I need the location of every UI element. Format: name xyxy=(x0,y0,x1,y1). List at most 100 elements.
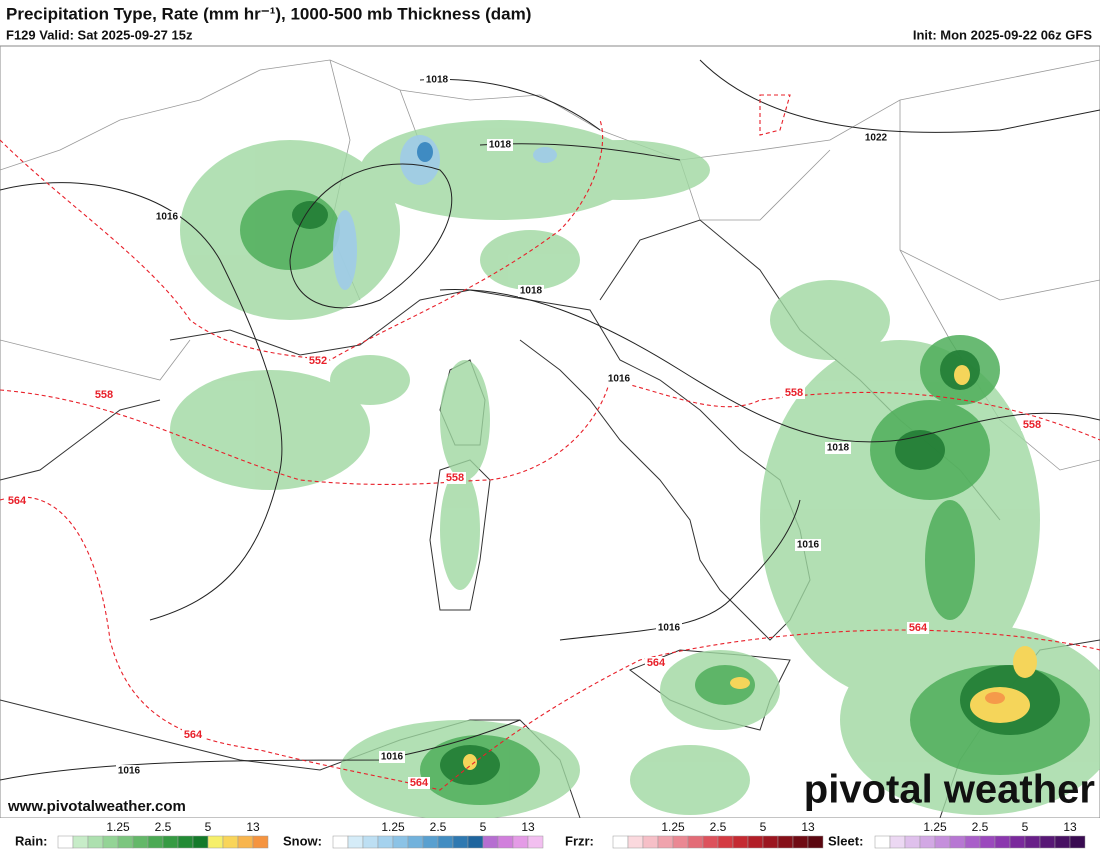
isobars xyxy=(0,59,1100,781)
legend-swatch xyxy=(377,835,394,849)
legend-tick: 2.5 xyxy=(430,820,447,834)
watermark: pivotal weather xyxy=(804,768,1095,812)
pressure-label: 1022 xyxy=(865,133,888,144)
label-halo xyxy=(444,472,466,484)
legend-swatch xyxy=(672,835,689,849)
legend-swatch xyxy=(777,835,794,849)
thickness-label: 558 xyxy=(785,387,803,399)
legend-swatch xyxy=(747,835,764,849)
legend-swatch xyxy=(717,835,734,849)
legend-swatch xyxy=(792,835,809,849)
title: Precipitation Type, Rate (mm hr⁻¹), 1000… xyxy=(6,4,531,23)
legend-swatch xyxy=(1054,835,1071,849)
thickness-label: 558 xyxy=(446,472,464,484)
label-halo xyxy=(424,74,450,86)
legend-swatch xyxy=(657,835,674,849)
legend-swatch xyxy=(762,835,779,849)
pressure-label: 1016 xyxy=(658,623,681,634)
label-halo xyxy=(863,132,889,144)
legend-label: Rain: xyxy=(15,833,48,848)
legend-swatch xyxy=(874,835,891,849)
legend-swatch xyxy=(732,835,749,849)
legend-swatch xyxy=(362,835,379,849)
legend-swatch xyxy=(422,835,439,849)
pressure-label: 1018 xyxy=(489,140,512,151)
legend-tick: 5 xyxy=(205,820,212,834)
legend-swatch xyxy=(392,835,409,849)
precipitation xyxy=(170,120,1100,820)
pressure-label: 1016 xyxy=(608,374,631,385)
label-halo xyxy=(656,622,682,634)
pressure-label: 1018 xyxy=(827,443,850,454)
thickness-lines xyxy=(0,94,1100,791)
pressure-label: 1016 xyxy=(381,752,404,763)
label-halo xyxy=(116,765,142,777)
legend-swatch xyxy=(482,835,499,849)
site-url: www.pivotalweather.com xyxy=(7,798,186,815)
legend-tick: 13 xyxy=(1063,820,1077,834)
legend-swatch xyxy=(332,835,349,849)
label-halo xyxy=(825,442,851,454)
legend-swatch xyxy=(237,835,254,849)
label-halo xyxy=(154,211,180,223)
legend-tick: 13 xyxy=(521,820,535,834)
legend-swatch xyxy=(994,835,1011,849)
label-halo xyxy=(93,389,115,401)
pressure-label: 1018 xyxy=(520,286,543,297)
legend-swatch xyxy=(949,835,966,849)
legend-tick: 13 xyxy=(801,820,815,834)
label-halo xyxy=(408,777,430,789)
legend-label: Snow: xyxy=(283,833,322,848)
valid-time: F129 Valid: Sat 2025-09-27 15z xyxy=(6,27,193,42)
legend-swatch xyxy=(407,835,424,849)
thickness-label: 564 xyxy=(184,729,203,741)
thickness-label: 564 xyxy=(8,495,27,507)
legend-swatch xyxy=(117,835,134,849)
legend-swatch xyxy=(1024,835,1041,849)
label-halo xyxy=(783,387,805,399)
legend-swatch xyxy=(904,835,921,849)
legend-swatch xyxy=(979,835,996,849)
label-halo xyxy=(487,139,513,151)
legend-tick: 1.25 xyxy=(106,820,130,834)
legend-tick: 2.5 xyxy=(710,820,727,834)
legend-swatch xyxy=(1069,835,1086,849)
legend-swatch xyxy=(162,835,179,849)
legend-swatch xyxy=(147,835,164,849)
thickness-label: 558 xyxy=(95,389,113,401)
legend-swatch xyxy=(222,835,239,849)
label-halo xyxy=(518,285,544,297)
legend-tick: 5 xyxy=(760,820,767,834)
legend-swatch xyxy=(72,835,89,849)
pressure-label: 1016 xyxy=(797,540,820,551)
legend-swatch xyxy=(889,835,906,849)
legend-swatch xyxy=(527,835,544,849)
thickness-label: 552 xyxy=(309,355,327,367)
legend-swatch xyxy=(807,835,824,849)
label-halo xyxy=(645,657,667,669)
thickness-label: 564 xyxy=(909,622,928,634)
label-halo xyxy=(182,729,204,741)
legend-swatch xyxy=(964,835,981,849)
legend-tick: 1.25 xyxy=(923,820,947,834)
thickness-label: 564 xyxy=(410,777,429,789)
legend-swatch xyxy=(207,835,224,849)
legend-swatch xyxy=(497,835,514,849)
pressure-label: 1018 xyxy=(426,75,449,86)
pressure-label: 1016 xyxy=(156,212,179,223)
legend-swatch xyxy=(512,835,529,849)
legend-swatch xyxy=(1009,835,1026,849)
legend-swatch xyxy=(87,835,104,849)
thickness-label: 564 xyxy=(647,657,666,669)
label-halo xyxy=(606,373,632,385)
label-halo xyxy=(6,495,28,507)
legend-swatch xyxy=(627,835,644,849)
legend-swatch xyxy=(452,835,469,849)
legend-tick: 2.5 xyxy=(972,820,989,834)
map: 1018 1018 1022 1016 1018 1016 1018 1016 1016 1016… xyxy=(0,45,1100,820)
legend-swatch xyxy=(132,835,149,849)
legend-swatch xyxy=(252,835,269,849)
label-halo xyxy=(307,355,329,367)
label-halo xyxy=(379,751,405,763)
